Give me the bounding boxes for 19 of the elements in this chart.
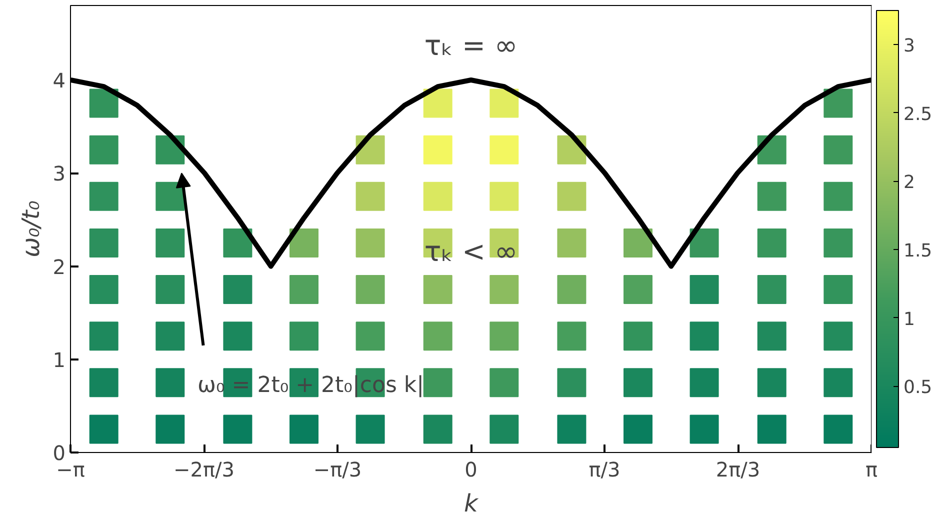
color-bar-label: 3: [904, 36, 915, 57]
color-bar-label: 1: [904, 308, 915, 330]
x-axis-title: k: [464, 490, 480, 518]
y-tick-label: 1: [52, 348, 66, 372]
x-tick-label: 2π/3: [716, 458, 760, 482]
color-bar-label: 2.5: [904, 104, 932, 125]
y-tick-label: 2: [52, 254, 66, 279]
y-tick-label: 3: [52, 162, 66, 186]
y-tick-label: 4: [52, 68, 66, 92]
x-tick-label: 0: [464, 458, 478, 482]
x-tick-label: −2π/3: [174, 458, 235, 482]
annotation: τₖ = ∞: [424, 29, 518, 62]
color-bar-label: 2: [904, 172, 915, 194]
x-tick-label: π/3: [588, 458, 620, 482]
color-bar-label: 1.5: [904, 240, 932, 262]
x-tick-label: −π/3: [313, 458, 362, 482]
y-axis-title: ω₀/t₀: [16, 200, 45, 258]
x-tick-label: π: [865, 458, 878, 482]
color-bar-label: 0.5: [904, 377, 932, 398]
